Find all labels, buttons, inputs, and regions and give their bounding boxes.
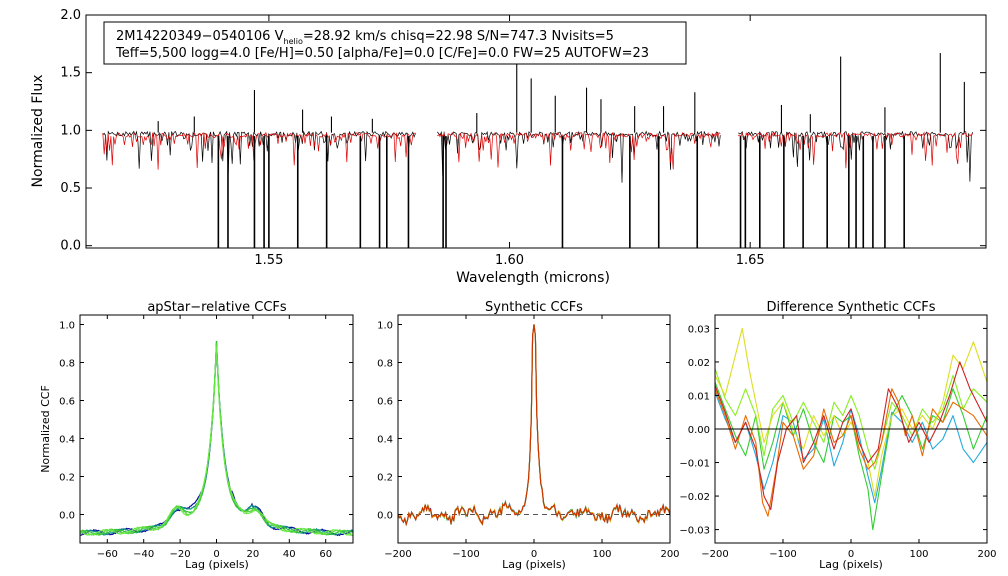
apstar-ccf-y-tick-label: 0.2 <box>59 473 75 484</box>
synthetic-ccf-panel: Synthetic CCFs −200 −100 0 100 200 0.0 0.2 0.4 0… <box>377 300 679 571</box>
spectrum-model-chip-1 <box>102 131 416 170</box>
difference-ccf-y-tick-label: −0.03 <box>679 526 710 537</box>
synthetic-ccf-x-tick-label: 0 <box>531 549 537 560</box>
apstar-ccf-x-tick-label: −40 <box>133 549 154 560</box>
spectrum-x-axis-label: Wavelength (microns) <box>456 270 610 286</box>
difference-ccf-visit-3 <box>714 368 988 470</box>
difference-ccf-visit-6 <box>714 361 988 511</box>
difference-ccf-x-tick-label: −200 <box>701 549 728 560</box>
difference-ccf-x-tick-label: −100 <box>769 549 796 560</box>
synthetic-ccf-y-tick-label: 0.4 <box>377 435 393 446</box>
annotation-star-id: 2M14220349−0540106 <box>116 29 270 44</box>
apstar-ccf-x-tick-label: 0 <box>213 549 219 560</box>
spectrum-observed-chip-2 <box>437 130 721 183</box>
apstar-ccf-y-tick-label: 1.0 <box>59 321 75 332</box>
apstar-ccf-panel: apStar−relative CCFs −60 −40 −20 0 20 40 60 0.0… <box>39 300 354 571</box>
apstar-ccf-traces <box>79 340 354 537</box>
apstar-ccf-x-tick-label: −60 <box>97 549 118 560</box>
synthetic-ccf-x-tick-label: 200 <box>660 549 679 560</box>
difference-ccf-visit-5 <box>714 388 988 517</box>
apstar-ccf-y-tick-label: 0.4 <box>59 435 75 446</box>
apstar-ccf-y-tick-label: 0.0 <box>59 511 75 522</box>
apstar-ccf-visit-1 <box>80 343 354 537</box>
synthetic-ccf-visit-3 <box>397 324 671 527</box>
difference-ccf-panel: Difference Synthetic CCFs −200 −100 0 100 20… <box>679 300 996 571</box>
difference-ccf-x-tick-label: 100 <box>909 549 928 560</box>
spectrum-observed-chip-1 <box>102 130 416 175</box>
spectrum-y-tick-label: 1.5 <box>60 66 81 81</box>
apstar-ccf-visit-4 <box>80 343 354 536</box>
apstar-ccf-y-axis-label: Normalized CCF <box>39 385 52 473</box>
spectrum-model-chip-2 <box>437 131 721 170</box>
synthetic-ccf-traces <box>397 324 671 527</box>
spectrum-model-chip-3 <box>737 131 973 169</box>
apstar-ccf-title: apStar−relative CCFs <box>147 300 287 315</box>
synthetic-ccf-visit-1 <box>397 324 671 527</box>
synthetic-ccf-y-tick-label: 1.0 <box>377 321 393 332</box>
difference-ccf-x-axis-label: Lag (pixels) <box>819 558 883 571</box>
synthetic-ccf-x-tick-label: −200 <box>384 549 411 560</box>
spectrum-traces <box>102 53 973 248</box>
annotation-frame <box>103 21 687 65</box>
annotation-stats: chisq=22.98 S/N=747.3 Nvisits=5 <box>391 29 614 44</box>
annotation-line-1: 2M14220349−0540106 Vhelio=28.92 km/s chi… <box>116 29 614 46</box>
apstar-ccf-y-tick-label: 0.8 <box>59 359 75 370</box>
apstar-ccf-visit-5 <box>79 345 354 537</box>
synthetic-ccf-y-tick-label: 0.6 <box>377 397 393 408</box>
synthetic-ccf-visit-2 <box>397 324 671 526</box>
spectrum-x-tick-label: 1.65 <box>736 253 765 268</box>
spectrum-plot-frame <box>85 14 987 249</box>
synthetic-ccf-title: Synthetic CCFs <box>485 300 583 315</box>
spectrum-y-tick-label: 2.0 <box>60 8 81 23</box>
apstar-ccf-y-tick-label: 0.6 <box>59 397 75 408</box>
difference-ccf-y-tick-label: −0.01 <box>679 459 710 470</box>
apstar-ccf-x-tick-label: 20 <box>247 549 260 560</box>
apstar-ccf-x-tick-label: −20 <box>170 549 191 560</box>
spectrum-observed-chip-3 <box>738 130 973 182</box>
spectrum-panel: 1.55 1.60 1.65 0.0 0.5 1.0 1.5 2.0 2M14220349−0… <box>30 8 987 286</box>
annotation-line-2: Teff=5,500 logg=4.0 [Fe/H]=0.50 [alpha/F… <box>115 46 649 61</box>
difference-ccf-y-tick-label: 0.03 <box>688 324 710 335</box>
spectrum-y-tick-label: 0.0 <box>60 239 81 254</box>
spectrum-x-tick-label: 1.60 <box>495 253 524 268</box>
difference-ccf-title: Difference Synthetic CCFs <box>766 300 935 315</box>
difference-ccf-y-tick-label: −0.02 <box>679 492 710 503</box>
spectrum-y-tick-label: 0.5 <box>60 181 81 196</box>
spectrum-axes: 1.55 1.60 1.65 0.0 0.5 1.0 1.5 2.0 <box>60 8 986 268</box>
synthetic-ccf-visit-4 <box>397 324 671 526</box>
apstar-ccf-x-axis-label: Lag (pixels) <box>185 558 249 571</box>
apstar-ccf-x-tick-label: 40 <box>283 549 296 560</box>
spectrum-annotation-box: 2M14220349−0540106 Vhelio=28.92 km/s chi… <box>103 21 687 65</box>
difference-ccf-traces <box>714 327 988 531</box>
difference-ccf-axes: −200 −100 0 100 200 −0.03 −0.02 −0.01 0.00 0.01 0.… <box>679 315 997 560</box>
spectrum-y-axis-label: Normalized Flux <box>30 75 46 188</box>
annotation-vhelio-sub: helio <box>284 37 303 46</box>
apstar-ccf-axes: −60 −40 −20 0 20 40 60 0.0 0.2 0.4 0.6 0.8 1.0 <box>59 315 353 560</box>
spectrum-y-tick-label: 1.0 <box>60 123 81 138</box>
annotation-vhelio-value: =28.92 km/s <box>303 29 387 44</box>
synthetic-ccf-visit-5 <box>397 324 671 527</box>
apstar-ccf-visit-3 <box>79 341 354 536</box>
apstar-ccf-x-tick-label: 60 <box>319 549 332 560</box>
synthetic-ccf-y-tick-label: 0.8 <box>377 359 393 370</box>
difference-ccf-x-tick-label: 0 <box>848 549 854 560</box>
difference-ccf-y-tick-label: 0.02 <box>688 358 710 369</box>
difference-ccf-y-tick-label: 0.00 <box>688 425 710 436</box>
synthetic-ccf-x-tick-label: 100 <box>592 549 611 560</box>
synthetic-ccf-frame <box>397 314 671 544</box>
apstar-ccf-visit-2 <box>79 340 354 536</box>
synthetic-ccf-x-tick-label: −100 <box>452 549 479 560</box>
spectrum-x-tick-label: 1.55 <box>254 253 283 268</box>
synthetic-ccf-y-tick-label: 0.0 <box>377 511 393 522</box>
annotation-vhelio-prefix: V <box>275 29 284 44</box>
synthetic-ccf-x-axis-label: Lag (pixels) <box>502 558 566 571</box>
difference-ccf-x-tick-label: 200 <box>977 549 996 560</box>
synthetic-ccf-axes: −200 −100 0 100 200 0.0 0.2 0.4 0.6 0.8 1.0 <box>377 315 680 560</box>
synthetic-ccf-y-tick-label: 0.2 <box>377 473 393 484</box>
difference-ccf-y-tick-label: 0.01 <box>688 391 710 402</box>
